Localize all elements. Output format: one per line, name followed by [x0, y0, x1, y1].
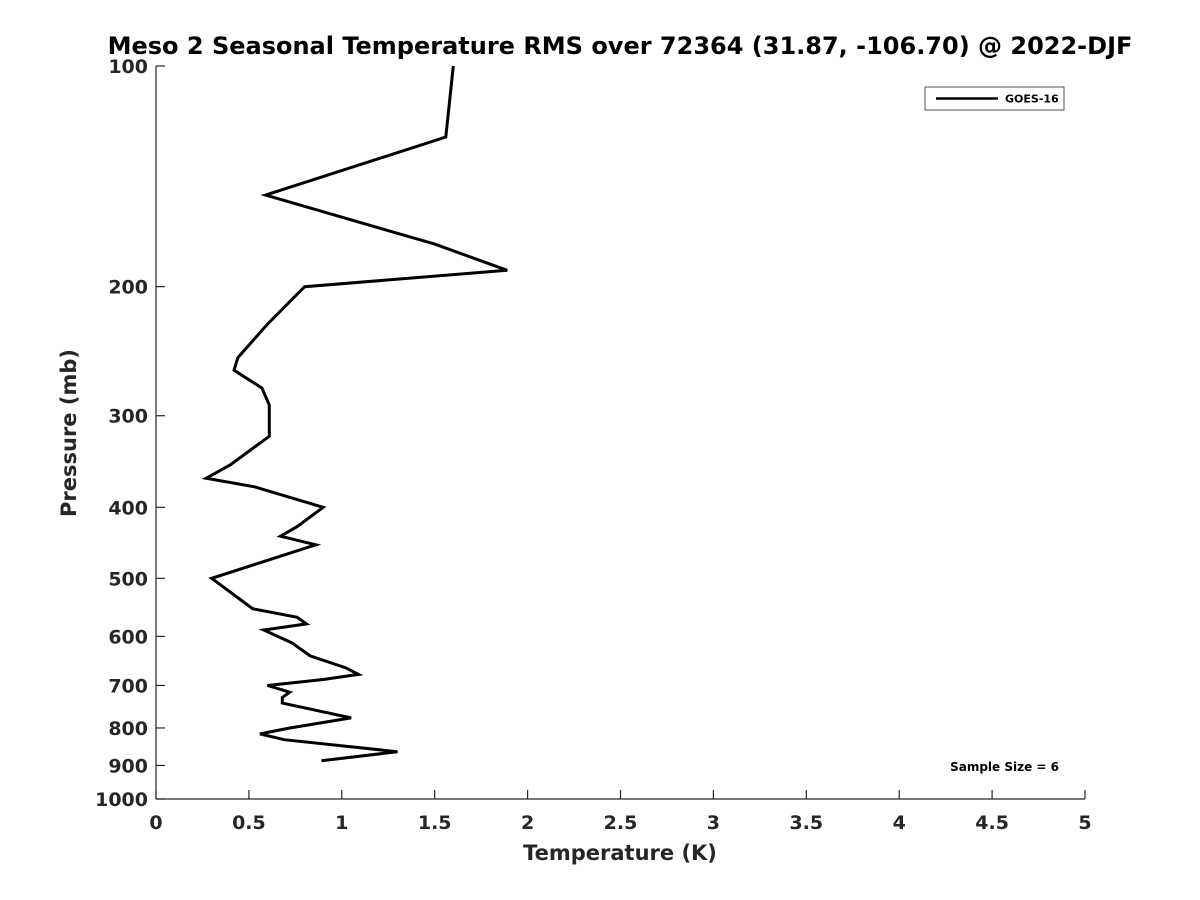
legend-label-goes-16: GOES-16 [1005, 93, 1059, 106]
x-tick-label: 2 [521, 812, 534, 834]
plot-area: 0 0.5 1 1.5 2 2.5 3 3.5 4 4.5 5 100 200 300 400 500 600… [95, 56, 1092, 834]
x-tick-label: 3.5 [789, 812, 823, 834]
y-tick-label: 800 [108, 718, 148, 740]
y-tick-label: 1000 [95, 789, 148, 811]
x-ticks: 0 0.5 1 1.5 2 2.5 3 3.5 4 4.5 5 [149, 790, 1092, 834]
x-axis-label: Temperature (K) [523, 841, 717, 865]
y-tick-label: 600 [108, 626, 148, 648]
series-layer [201, 65, 508, 763]
series-line-goes-16 [201, 65, 508, 763]
x-tick-label: 1.5 [418, 812, 452, 834]
y-ticks: 100 200 300 400 500 600 700 800 900 1000 [95, 56, 165, 811]
sample-size-annotation: Sample Size = 6 [950, 760, 1059, 774]
y-tick-label: 400 [108, 497, 148, 519]
x-tick-label: 0.5 [232, 812, 266, 834]
chart-title: Meso 2 Seasonal Temperature RMS over 723… [108, 32, 1133, 60]
x-tick-label: 1 [335, 812, 348, 834]
x-tick-label: 3 [707, 812, 720, 834]
y-tick-label: 700 [108, 675, 148, 697]
legend: GOES-16 [924, 86, 1065, 111]
y-axis-label: Pressure (mb) [57, 349, 81, 517]
x-tick-label: 5 [1078, 812, 1091, 834]
y-tick-label: 900 [108, 755, 148, 777]
x-tick-label: 0 [149, 812, 162, 834]
y-tick-label: 500 [108, 568, 148, 590]
y-tick-label: 300 [108, 406, 148, 428]
x-tick-label: 4 [893, 812, 906, 834]
x-tick-label: 2.5 [604, 812, 638, 834]
y-tick-label: 100 [108, 56, 148, 78]
y-tick-label: 200 [108, 277, 148, 299]
x-tick-label: 4.5 [975, 812, 1009, 834]
